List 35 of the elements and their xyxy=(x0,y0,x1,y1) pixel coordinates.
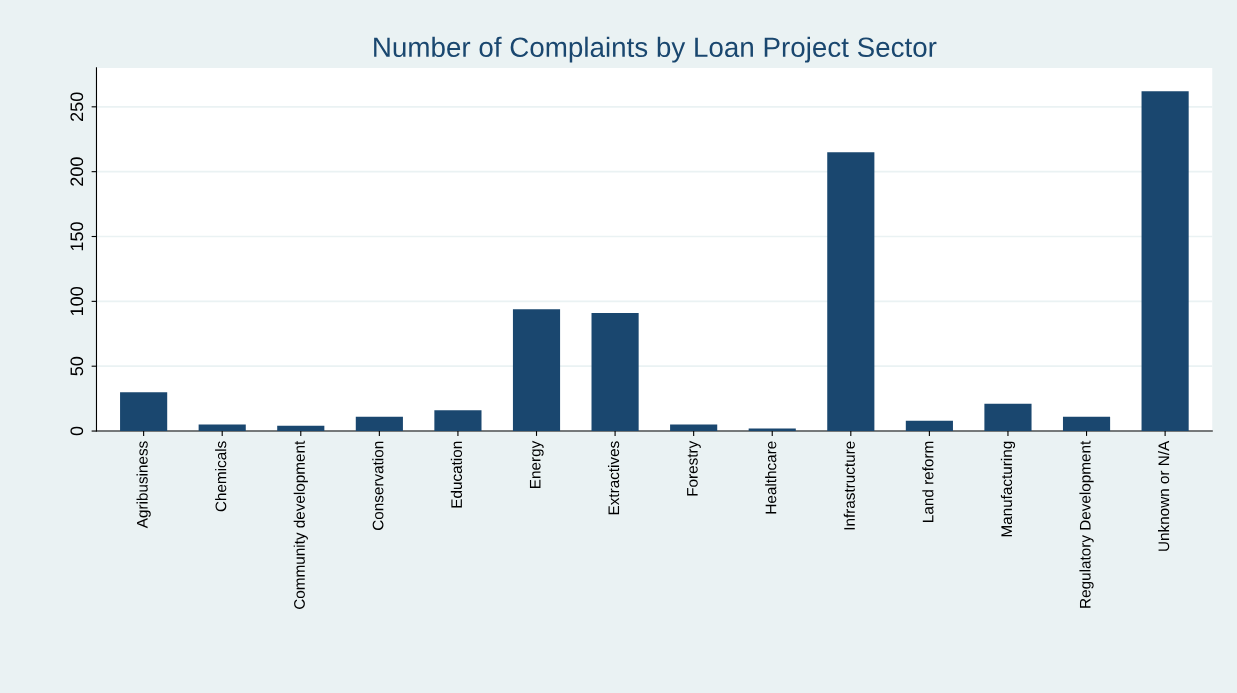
y-tick-label: 250 xyxy=(70,92,84,121)
x-tick-label: Education xyxy=(450,441,463,508)
y-tick-label: 100 xyxy=(70,287,84,316)
x-tick-label: Regulatory Development xyxy=(1079,440,1094,608)
x-tick-label: Forestry xyxy=(687,440,701,496)
bar xyxy=(827,152,875,432)
x-tick-label: Manufacturing xyxy=(1000,441,1016,537)
x-tick-label: Land reform xyxy=(922,441,934,522)
x-tick-label: Unknown or N/A xyxy=(1157,440,1170,551)
bar xyxy=(355,416,403,432)
bar xyxy=(1062,416,1111,432)
bar xyxy=(277,425,325,432)
y-tick-label: 200 xyxy=(70,157,84,186)
x-tick-label: Healthcare xyxy=(765,441,777,514)
bar xyxy=(748,428,796,432)
x-tick-label: Infrastructure xyxy=(843,441,855,530)
bar xyxy=(512,309,561,432)
x-tick-label: Chemicals xyxy=(215,441,227,512)
y-tick-label: 150 xyxy=(70,222,84,251)
bar xyxy=(120,392,168,432)
bar xyxy=(984,403,1032,432)
y-tick-label: 0 xyxy=(70,426,84,436)
bar xyxy=(1141,91,1189,432)
x-tick-label: Energy xyxy=(529,440,544,488)
x-tick-label: Extractives xyxy=(607,441,620,515)
bar xyxy=(905,420,953,432)
bar xyxy=(670,424,718,432)
x-tick-label: Agribusiness xyxy=(136,441,151,529)
bar xyxy=(434,410,482,432)
bar xyxy=(198,424,246,432)
chart-title: Number of Complaints by Loan Project Sector xyxy=(374,36,937,63)
x-tick-label: Community development xyxy=(293,440,308,609)
x-tick-label: Conservation xyxy=(372,441,384,530)
y-tick-label: 50 xyxy=(70,356,84,376)
bar xyxy=(591,313,639,432)
